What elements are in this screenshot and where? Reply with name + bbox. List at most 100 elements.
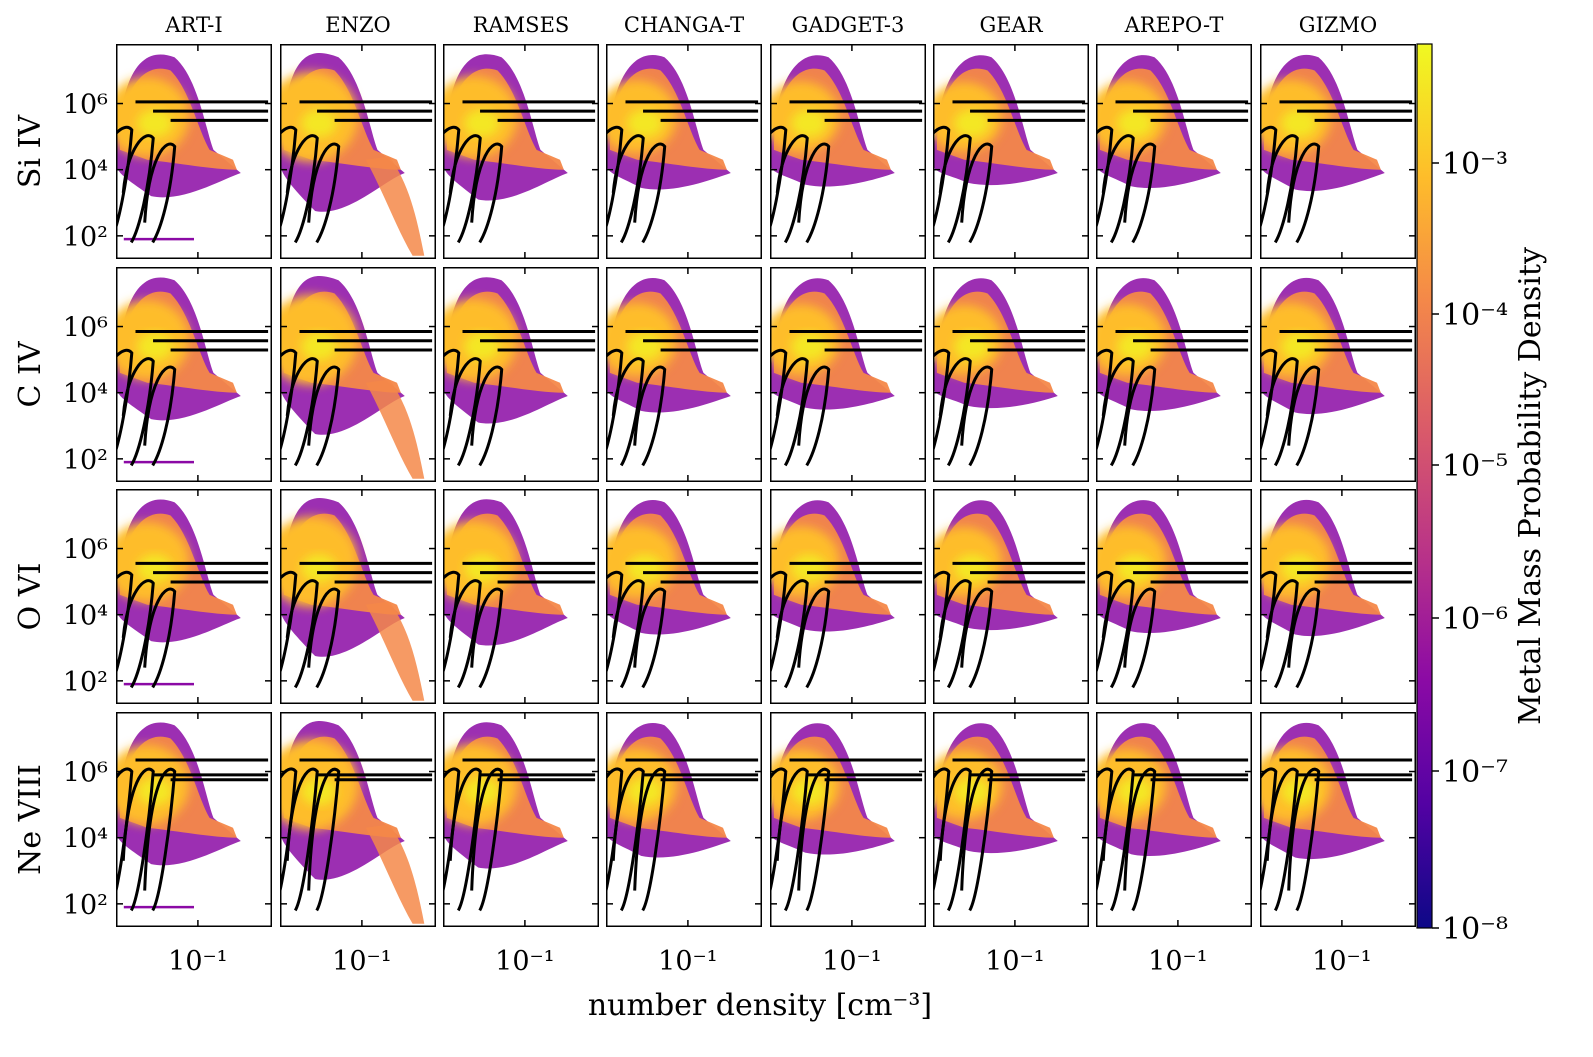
contour-curve bbox=[121, 134, 155, 244]
panel-arepo-t-si-iv bbox=[1096, 44, 1252, 259]
contour-curve bbox=[285, 767, 319, 912]
panel-frame bbox=[606, 489, 762, 704]
y-tick-label: 10² bbox=[63, 222, 108, 253]
panel-frame bbox=[116, 712, 272, 927]
column-title: GIZMO bbox=[1299, 13, 1377, 37]
y-tick-label: 10⁶ bbox=[63, 758, 108, 789]
panel-changa-t-c-iv bbox=[606, 267, 762, 482]
panel-gadget-3-c-iv bbox=[770, 267, 926, 482]
panel-gear-si-iv bbox=[933, 44, 1089, 259]
contour-curve bbox=[611, 579, 645, 689]
panel-frame bbox=[443, 267, 599, 482]
x-tick-label: 10⁻¹ bbox=[332, 946, 391, 977]
contour-curve bbox=[307, 142, 341, 244]
density-peak bbox=[1117, 554, 1153, 583]
contour-curve bbox=[633, 365, 667, 467]
density-peak bbox=[1117, 109, 1153, 138]
panel-frame bbox=[770, 489, 926, 704]
y-tick-label: 10² bbox=[63, 445, 108, 476]
contour-curve bbox=[307, 587, 341, 689]
y-tick-label: 10⁴ bbox=[63, 824, 108, 855]
panel-frame bbox=[933, 44, 1089, 259]
contour-curve bbox=[448, 579, 482, 689]
contour-curve bbox=[960, 587, 994, 689]
density-peak bbox=[627, 332, 663, 361]
panel-gear-c-iv bbox=[933, 267, 1089, 482]
density-tail bbox=[365, 601, 425, 701]
contour-curve bbox=[797, 767, 831, 912]
contour-curve bbox=[633, 587, 667, 689]
y-tick-label: 10⁴ bbox=[63, 379, 108, 410]
panel-enzo-c-iv bbox=[280, 267, 436, 482]
density-peak bbox=[301, 332, 337, 361]
contour-curve bbox=[470, 365, 504, 467]
panel-arepo-t-o-vi bbox=[1096, 489, 1252, 704]
panel-changa-t-si-iv bbox=[606, 44, 762, 259]
panel-ramses-c-iv bbox=[443, 267, 599, 482]
column-title: GADGET-3 bbox=[792, 13, 905, 37]
column-title: AREPO-T bbox=[1124, 13, 1224, 37]
density-peak bbox=[301, 109, 337, 138]
panel-gadget-3-o-vi bbox=[770, 489, 926, 704]
panel-arepo-t-c-iv bbox=[1096, 267, 1252, 482]
column-title: ART-I bbox=[164, 13, 222, 37]
density-peak bbox=[954, 777, 990, 806]
density-peak bbox=[301, 777, 337, 806]
contour-curve bbox=[1101, 579, 1135, 689]
density-peak bbox=[464, 777, 500, 806]
panel-gizmo-o-vi bbox=[1260, 489, 1416, 704]
colorbar-label: Metal Mass Probability Density bbox=[1513, 247, 1548, 725]
panel-frame bbox=[1096, 44, 1252, 259]
panel-art-i-c-iv bbox=[116, 267, 272, 482]
panel-art-i-si-iv bbox=[116, 44, 272, 259]
panel-frame bbox=[116, 44, 272, 259]
x-tick-label: 10⁻¹ bbox=[1312, 946, 1371, 977]
contour-curve bbox=[1287, 365, 1321, 467]
contour-curve bbox=[1123, 365, 1157, 467]
contour-curve bbox=[938, 767, 972, 912]
panel-frame bbox=[1260, 712, 1416, 927]
x-tick-label: 10⁻¹ bbox=[495, 946, 554, 977]
contour-curve bbox=[960, 767, 994, 912]
contour-curve bbox=[285, 579, 319, 689]
density-peak bbox=[954, 109, 990, 138]
contour-curve bbox=[1123, 587, 1157, 689]
contour-curve bbox=[611, 767, 645, 912]
colorbar bbox=[1416, 43, 1433, 929]
panel-frame bbox=[280, 712, 436, 927]
contour-curve bbox=[1265, 357, 1299, 467]
density-peak bbox=[1117, 777, 1153, 806]
contour-curve bbox=[143, 587, 177, 689]
y-tick-label: 10⁶ bbox=[63, 90, 108, 121]
row-label: C IV bbox=[13, 340, 48, 407]
panel-enzo-o-vi bbox=[280, 489, 436, 704]
density-peak bbox=[791, 109, 827, 138]
contour-curve bbox=[775, 579, 809, 689]
panel-changa-t-o-vi bbox=[606, 489, 762, 704]
contour-curve bbox=[775, 767, 809, 912]
contour-curve bbox=[307, 365, 341, 467]
contour-curve bbox=[1265, 767, 1299, 912]
contour-curve bbox=[470, 142, 504, 244]
contour-curve bbox=[775, 357, 809, 467]
colorbar-tick-label: 10⁻⁶ bbox=[1442, 602, 1508, 637]
density-peak bbox=[791, 554, 827, 583]
contour-curve bbox=[611, 357, 645, 467]
panel-frame bbox=[770, 267, 926, 482]
panel-frame bbox=[606, 44, 762, 259]
panel-frame bbox=[1260, 44, 1416, 259]
contour-curve bbox=[1101, 134, 1135, 244]
panel-frame bbox=[1260, 489, 1416, 704]
y-tick-label: 10⁶ bbox=[63, 535, 108, 566]
density-tail bbox=[365, 379, 425, 479]
contour-curve bbox=[938, 579, 972, 689]
density-peak bbox=[1117, 332, 1153, 361]
panel-frame bbox=[1096, 712, 1252, 927]
panel-frame bbox=[933, 489, 1089, 704]
contour-curve bbox=[448, 134, 482, 244]
contour-curve bbox=[143, 142, 177, 244]
contour-curve bbox=[611, 134, 645, 244]
panel-art-i-ne-viii bbox=[116, 712, 272, 927]
contour-curve bbox=[285, 134, 319, 244]
